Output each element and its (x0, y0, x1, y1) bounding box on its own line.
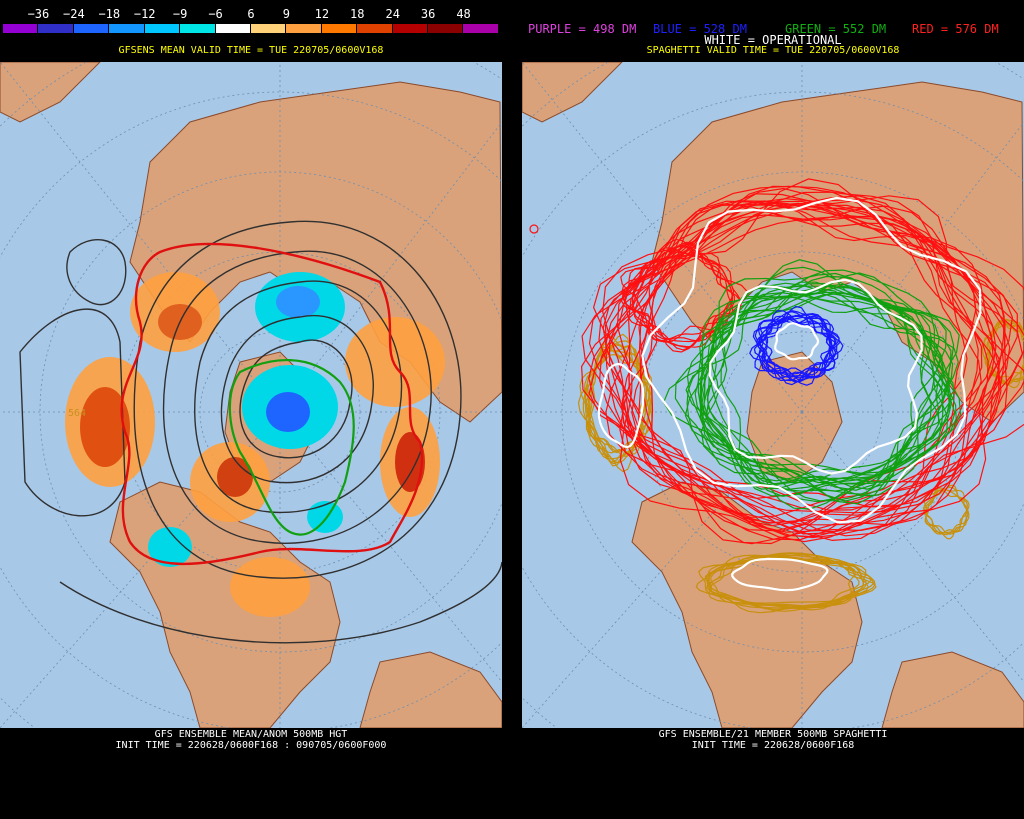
spaghetti-panel: PURPLE = 498 DM BLUE = 528 DM GREEN = 55… (522, 0, 1024, 819)
colorbar-segment (250, 24, 287, 33)
colorbar-labels: −36 −24 −18 −12 −9 −6 6 9 12 18 24 36 48 (0, 7, 502, 21)
colorbar-segment (286, 24, 322, 33)
spaghetti-line (755, 314, 836, 383)
contour-label: 564 (68, 408, 86, 419)
spaghetti-line (707, 275, 951, 510)
colorbar-tick-label: 24 (385, 7, 400, 21)
spaghetti-line (588, 178, 1024, 545)
colorbar-segment (463, 24, 499, 33)
spaghetti-line (621, 202, 968, 508)
colorbar-tick-label: −12 (133, 7, 156, 21)
colorbar-segment (215, 24, 251, 33)
spaghetti-line (720, 272, 942, 486)
colorbar-segment (73, 24, 110, 33)
spaghetti-line (529, 224, 539, 234)
spaghetti-line (579, 345, 653, 463)
colorbar-tick-label: −18 (98, 7, 121, 21)
spaghetti-line (684, 259, 948, 495)
left-valid-time: GFSENS MEAN VALID TIME = TUE 220705/0600… (118, 45, 384, 56)
colorbar-segment (109, 24, 145, 33)
spaghetti-line (592, 193, 1023, 533)
colorbar-tick-label: 9 (282, 7, 291, 21)
negative-anomalies (148, 272, 345, 567)
spaghetti-line (761, 311, 831, 379)
operational-line (597, 362, 645, 449)
contour-552 (228, 358, 355, 536)
spaghetti-line (983, 321, 1024, 384)
colorbar-tick-label: −9 (172, 7, 188, 21)
colorbar-segment (3, 24, 39, 33)
colorbar-tick-label: −36 (27, 7, 50, 21)
right-footer-init: INIT TIME = 220628/0600F168 (691, 740, 855, 751)
spaghetti-legend: PURPLE = 498 DM BLUE = 528 DM GREEN = 55… (522, 22, 1024, 36)
right-footer-title: GFS ENSEMBLE/21 MEMBER 500MB SPAGHETTI (658, 729, 888, 740)
colorbar-tick-label: 6 (247, 7, 255, 21)
spaghetti-line (694, 291, 955, 475)
legend-operational: WHITE = OPERATIONAL (704, 33, 842, 47)
spaghetti-line (704, 555, 873, 612)
colorbar-segment (321, 24, 358, 33)
colorbar-tick-label: 36 (420, 7, 436, 21)
anomaly-colorbar (3, 24, 499, 33)
positive-anomalies (65, 272, 445, 617)
colorbar-tick-label: 12 (314, 7, 330, 21)
spaghetti-line (705, 292, 932, 490)
colorbar-tick-label: −24 (63, 7, 85, 21)
spaghetti-528 (749, 305, 844, 386)
left-footer-title: GFS ENSEMBLE MEAN/ANOM 500MB HGT (154, 729, 348, 740)
legend-purple: PURPLE = 498 DM (528, 22, 637, 36)
right-valid-time: SPAGHETTI VALID TIME = TUE 220705/0600V1… (646, 45, 900, 56)
spaghetti-line (602, 185, 1000, 545)
spaghetti-line (580, 191, 1008, 542)
colorbar-tick-label: 48 (456, 7, 471, 21)
spaghetti-line (700, 282, 944, 484)
lat-lon-grid (522, 62, 1024, 728)
spaghetti-line (924, 489, 968, 534)
left-footer-init: INIT TIME = 220628/0600F168 : 090705/060… (115, 740, 387, 751)
ensemble-mean-panel: −36 −24 −18 −12 −9 −6 6 9 12 18 24 36 48 GFSENS MEAN… (0, 0, 502, 819)
spaghetti-line (598, 185, 1024, 537)
operational-line (731, 557, 829, 592)
africa-corner (522, 62, 623, 123)
spaghetti-line (705, 557, 875, 611)
colorbar-tick-label: −6 (208, 7, 223, 21)
spaghetti-line (662, 287, 952, 491)
south-america (359, 651, 502, 728)
spaghetti-line (686, 292, 954, 492)
spaghetti-line (624, 242, 742, 342)
contour-576 (120, 242, 424, 566)
colorbar-segment (428, 24, 464, 33)
spaghetti-line (605, 202, 1011, 526)
colorbar-segment (180, 24, 216, 33)
legend-blue: BLUE = 528 DM (653, 22, 747, 36)
spaghetti-line (702, 284, 942, 481)
spaghetti-line (922, 486, 970, 536)
spaghetti-line (577, 333, 653, 473)
legend-green: GREEN = 552 DM (785, 22, 887, 36)
operational-line (641, 196, 982, 524)
spaghetti-line (628, 202, 982, 518)
ensemble-mean-map: 564 (0, 62, 502, 728)
spaghetti-map (522, 62, 1024, 728)
operational-line (708, 278, 923, 475)
legend-red: RED = 576 DM (912, 22, 999, 36)
south-america (881, 651, 1024, 728)
operational-line (774, 322, 820, 361)
operational-contours (597, 196, 982, 592)
colorbar-segment (144, 24, 181, 33)
spaghetti-line (616, 209, 983, 527)
spaghetti-line (685, 285, 959, 502)
colorbar-segment (392, 24, 429, 33)
colorbar-tick-label: 18 (350, 7, 365, 21)
colorbar-segment (38, 24, 74, 33)
africa-corner (0, 62, 101, 123)
colorbar-segment (357, 24, 393, 33)
